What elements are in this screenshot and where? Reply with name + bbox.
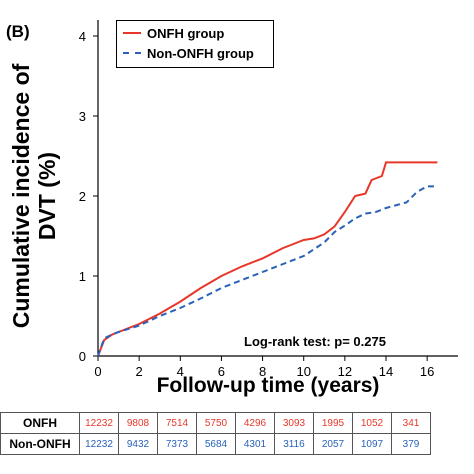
panel-label: (B) <box>6 22 30 41</box>
y-tick-label: 0 <box>79 349 86 364</box>
log-rank-annotation: Log-rank test: p= 0.275 <box>244 334 386 349</box>
risk-cell: 1995 <box>313 412 353 434</box>
y-axis-label-line-1: Cumulative incidence of <box>8 63 34 329</box>
y-ticks: 0 1 2 3 4 <box>79 29 98 364</box>
risk-cell: 4296 <box>235 412 275 434</box>
x-tick-label: 8 <box>259 364 266 379</box>
x-tick-label: 6 <box>218 364 225 379</box>
x-tick-label: 10 <box>296 364 310 379</box>
risk-cell: 5684 <box>196 433 236 455</box>
risk-cell: 379 <box>391 433 431 455</box>
axes <box>97 20 458 357</box>
risk-cell: 12232 <box>79 412 119 434</box>
risk-cell: 3116 <box>274 433 314 455</box>
risk-cell: 2057 <box>313 433 353 455</box>
x-tick-label: 2 <box>136 364 143 379</box>
x-tick-label: 0 <box>94 364 101 379</box>
risk-row-label: Non-ONFH <box>0 433 80 455</box>
legend-label-onfh: ONFH group <box>147 25 225 41</box>
legend-swatch-non-onfh <box>123 52 141 54</box>
legend-swatch-onfh <box>123 32 141 34</box>
x-axis-label: Follow-up time (years) <box>156 374 380 397</box>
y-tick-label: 1 <box>79 269 86 284</box>
risk-cell: 9808 <box>118 412 158 434</box>
risk-cell: 9432 <box>118 433 158 455</box>
y-tick-label: 2 <box>79 189 86 204</box>
risk-cell: 7373 <box>157 433 197 455</box>
risk-cell: 1052 <box>352 412 392 434</box>
y-tick-label: 4 <box>79 29 86 44</box>
x-ticks: 0 2 4 6 8 10 12 14 16 <box>94 356 434 379</box>
series-line-0 <box>97 161 438 357</box>
y-tick-label: 3 <box>79 109 86 124</box>
risk-cell: 341 <box>391 412 431 434</box>
risk-row-label: ONFH <box>0 412 80 434</box>
risk-row: Non-ONFH 12232 9432 7373 5684 4301 3116 2057 109… <box>0 433 431 455</box>
legend-item-non-onfh: Non-ONFH group <box>123 43 254 63</box>
risk-cell: 7514 <box>157 412 197 434</box>
y-axis-label-line-2: DVT (%) <box>34 151 60 241</box>
risk-cell: 12232 <box>79 433 119 455</box>
x-tick-label: 4 <box>177 364 184 379</box>
legend: ONFH group Non-ONFH group <box>116 20 274 68</box>
x-tick-label: 12 <box>338 364 352 379</box>
legend-item-onfh: ONFH group <box>123 23 224 43</box>
series-line-1 <box>97 185 438 357</box>
risk-cell: 5750 <box>196 412 236 434</box>
x-tick-label: 16 <box>420 364 434 379</box>
legend-label-non-onfh: Non-ONFH group <box>147 45 254 61</box>
risk-table: ONFH 12232 9808 7514 5750 4296 3093 1995 1052 341… <box>0 412 431 455</box>
risk-cell: 3093 <box>274 412 314 434</box>
risk-row: ONFH 12232 9808 7514 5750 4296 3093 1995 1052 341 <box>0 412 431 434</box>
x-tick-label: 14 <box>379 364 393 379</box>
risk-cell: 4301 <box>235 433 275 455</box>
risk-cell: 1097 <box>352 433 392 455</box>
series-lines <box>97 161 438 357</box>
